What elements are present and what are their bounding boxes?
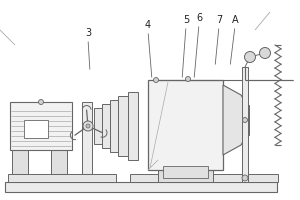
Text: 3: 3	[85, 28, 91, 38]
Text: 5: 5	[183, 15, 189, 25]
Bar	[8, 174, 116, 182]
Circle shape	[260, 47, 271, 58]
Circle shape	[86, 124, 90, 128]
Bar	[148, 80, 223, 170]
Text: 6: 6	[196, 13, 202, 23]
Bar	[110, 100, 118, 152]
Bar	[102, 104, 110, 148]
Bar	[10, 102, 72, 150]
Circle shape	[38, 99, 43, 104]
Circle shape	[242, 175, 248, 181]
Bar	[163, 166, 208, 178]
Bar	[130, 174, 278, 182]
Circle shape	[244, 51, 256, 62]
Bar	[5, 182, 277, 192]
Bar	[118, 96, 128, 156]
Circle shape	[242, 117, 247, 122]
Bar	[158, 168, 213, 182]
Bar	[51, 150, 67, 174]
Text: A: A	[232, 15, 238, 25]
Text: 4: 4	[145, 20, 151, 30]
Bar	[82, 102, 92, 174]
Text: 7: 7	[216, 15, 222, 25]
Bar	[242, 67, 248, 182]
Circle shape	[83, 121, 93, 131]
Bar	[243, 105, 249, 135]
Bar	[94, 108, 102, 144]
Circle shape	[154, 77, 158, 82]
Bar	[128, 92, 138, 160]
Bar	[24, 120, 48, 138]
Polygon shape	[223, 85, 245, 155]
Bar	[12, 150, 28, 174]
Circle shape	[185, 76, 190, 82]
